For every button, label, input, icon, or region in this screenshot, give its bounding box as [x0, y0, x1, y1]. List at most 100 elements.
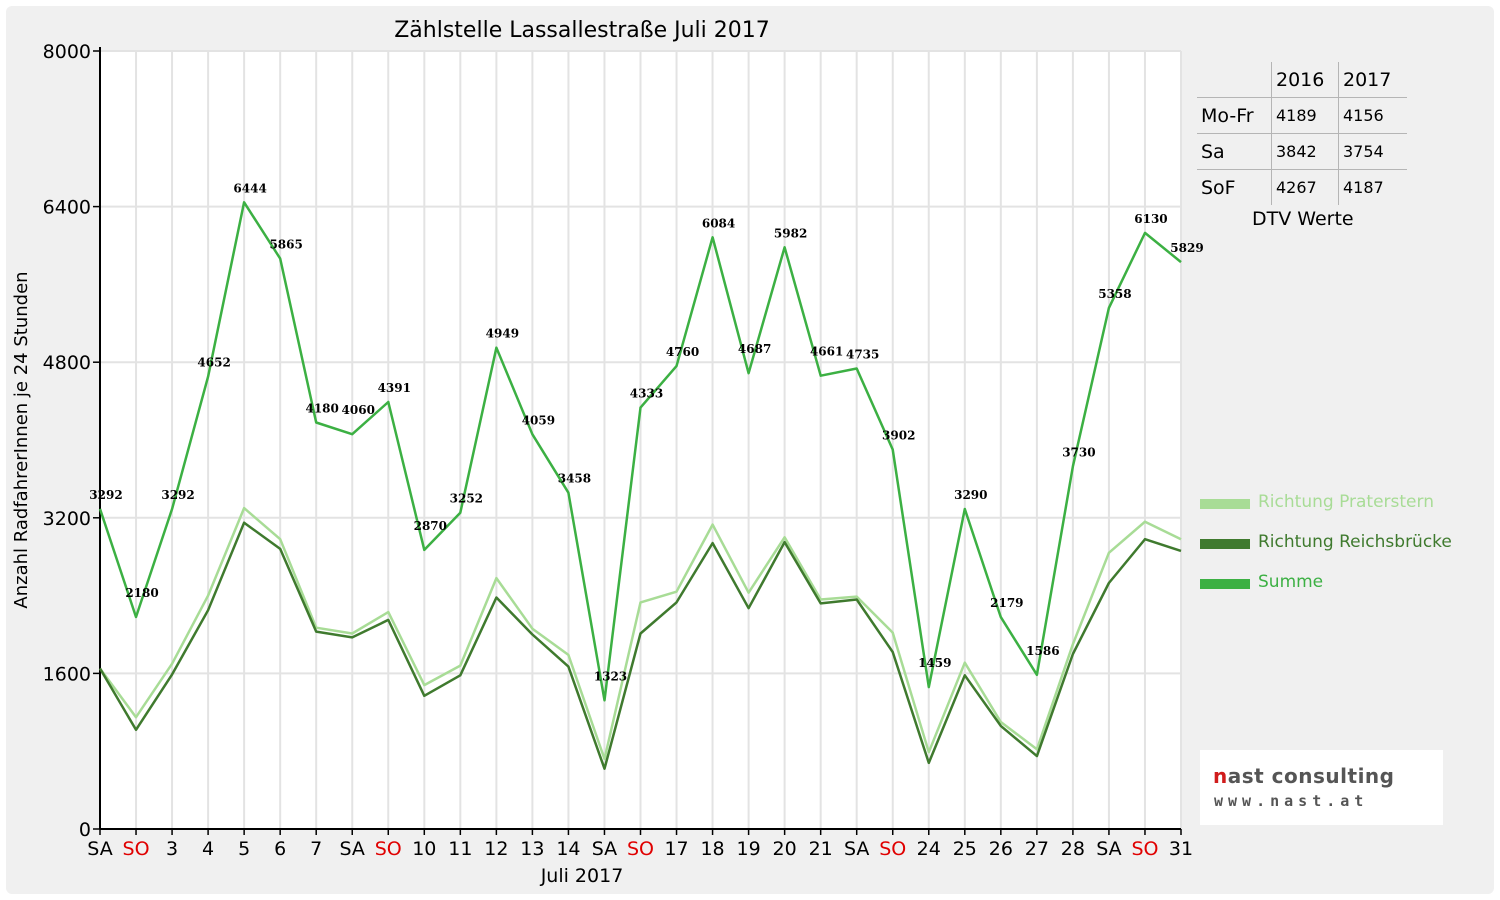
x-tick-label: 24	[917, 838, 941, 860]
logo-url: www.nast.at	[1214, 792, 1369, 810]
data-label: 3292	[89, 488, 122, 502]
data-label: 4949	[486, 327, 519, 341]
data-label: 1323	[594, 669, 627, 683]
x-tick-label: 6	[274, 838, 286, 860]
legend-item-summe: Summe	[1200, 572, 1452, 612]
x-tick-label: SO	[375, 838, 402, 860]
legend-item-praterstern: Richtung Praterstern	[1200, 492, 1452, 532]
data-label: 3730	[1062, 445, 1095, 459]
data-label: 2179	[990, 596, 1023, 610]
data-label: 1586	[1026, 644, 1059, 658]
legend-swatch	[1200, 499, 1250, 509]
data-label: 5982	[774, 226, 807, 240]
dtv-cell-2017: 3754	[1338, 133, 1407, 170]
x-tick-label: SA	[844, 838, 869, 860]
company-logo: nast consulting www.nast.at	[1200, 750, 1443, 825]
x-tick-label: 21	[809, 838, 833, 860]
dtv-row-label: Sa	[1197, 133, 1272, 170]
grid-layer	[100, 50, 1182, 829]
x-tick-label: 7	[310, 838, 322, 860]
y-tick-label: 0	[79, 819, 91, 841]
data-label: 5865	[269, 238, 302, 252]
x-tick-label: 11	[448, 838, 472, 860]
y-tick-label: 3200	[43, 508, 91, 530]
x-tick-label: SO	[1131, 838, 1158, 860]
dtv-cell-2016: 4189	[1271, 97, 1339, 134]
data-label: 4760	[666, 345, 699, 359]
x-tick-label: 12	[484, 838, 508, 860]
data-label: 4391	[378, 381, 411, 395]
data-label: 4060	[342, 403, 375, 417]
data-label: 5358	[1098, 287, 1131, 301]
dtv-caption: DTV Werte	[1252, 208, 1354, 230]
dtv-row-label: SoF	[1197, 169, 1272, 205]
data-label: 2180	[125, 586, 158, 600]
x-axis-title: Juli 2017	[540, 865, 624, 887]
logo-name: nast consulting	[1213, 764, 1395, 788]
y-axis-title: Anzahl RadfahrerInnen je 24 Stunden	[11, 271, 32, 608]
data-label: 3902	[882, 429, 915, 443]
dtv-cell-2016: 3842	[1271, 133, 1339, 170]
y-tick-label: 8000	[43, 41, 91, 63]
data-label: 4687	[738, 342, 771, 356]
data-label: 3290	[954, 488, 987, 502]
data-label: 4661	[810, 345, 843, 359]
series-line	[98, 506, 1182, 761]
x-tick-label: SA	[340, 838, 365, 860]
data-label: 4652	[197, 356, 230, 370]
data-label: 3292	[161, 488, 194, 502]
x-tick-label: 25	[953, 838, 977, 860]
x-tick-label: 28	[1061, 838, 1085, 860]
x-tick-label: 19	[737, 838, 761, 860]
legend-swatch	[1200, 539, 1250, 549]
x-tick-label: 31	[1169, 838, 1193, 860]
y-tick-label: 4800	[43, 352, 91, 374]
dtv-row-label: Mo-Fr	[1197, 97, 1272, 134]
data-label: 3252	[450, 492, 483, 506]
y-tick-label: 1600	[43, 663, 91, 685]
data-label: 2870	[414, 519, 447, 533]
legend-swatch	[1200, 579, 1250, 589]
series-line	[98, 521, 1182, 770]
data-label: 4333	[630, 387, 663, 401]
x-tick-label: 14	[556, 838, 580, 860]
x-tick-label: SO	[879, 838, 906, 860]
x-tick-label: 10	[412, 838, 436, 860]
x-tick-label: 20	[773, 838, 797, 860]
data-label: 4059	[522, 413, 555, 427]
x-tick-label: 13	[520, 838, 544, 860]
dtv-cell-2017: 4187	[1338, 169, 1407, 205]
data-label: 1459	[918, 656, 951, 670]
x-tick-label: 26	[989, 838, 1013, 860]
x-tick-label: SO	[627, 838, 654, 860]
dtv-header-2017: 2017	[1343, 68, 1392, 91]
x-tick-label: SO	[123, 838, 150, 860]
dtv-header-empty	[1197, 62, 1272, 98]
x-tick-label: SA	[592, 838, 617, 860]
dtv-table: 2016 2017 Mo-Fr 4189 4156 Sa 3842 3754 S…	[1197, 62, 1407, 205]
data-label: 4735	[846, 348, 879, 362]
legend-item-reichsbruecke: Richtung Reichsbrücke	[1200, 532, 1452, 572]
series-line	[98, 201, 1182, 702]
data-label: 5829	[1170, 241, 1203, 255]
dtv-cell-2016: 4267	[1271, 169, 1339, 205]
x-tick-label: 3	[166, 838, 178, 860]
x-tick-label: 4	[202, 838, 214, 860]
axis-layer: 0 1600 3200 4800 6400 8000 SA SO 3 4 5 6 7 SA SO 10 11 12…	[43, 41, 1193, 860]
x-tick-label: SA	[87, 838, 112, 860]
data-label: 4180	[305, 401, 338, 415]
x-tick-label: 17	[664, 838, 688, 860]
data-label: 6444	[233, 181, 266, 195]
x-tick-label: 5	[238, 838, 250, 860]
data-label: 3458	[558, 472, 591, 486]
data-label: 6130	[1134, 212, 1167, 226]
series-layer	[98, 201, 1182, 770]
legend-label: Summe	[1258, 572, 1324, 592]
dtv-cell-2017: 4156	[1338, 97, 1407, 134]
legend-label: Richtung Reichsbrücke	[1258, 532, 1452, 552]
dtv-header-2016: 2016	[1271, 62, 1339, 98]
x-tick-label: 18	[700, 838, 724, 860]
x-tick-label: SA	[1096, 838, 1121, 860]
